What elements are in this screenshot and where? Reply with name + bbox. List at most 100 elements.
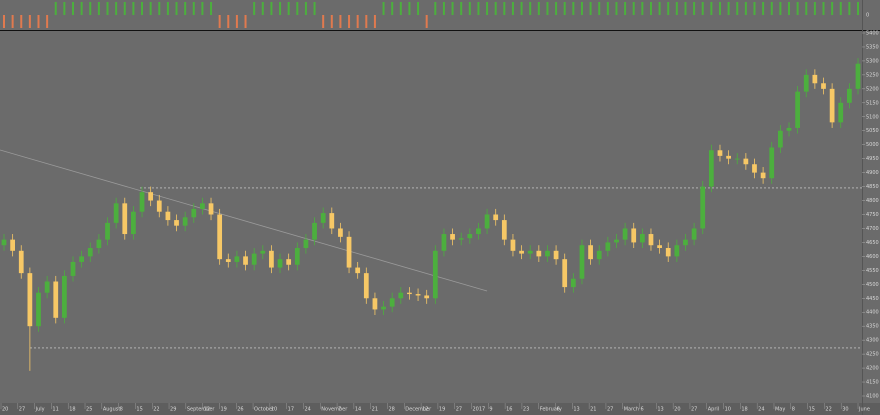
indicator-bar (365, 15, 368, 28)
y-tick-label: 4500 (866, 282, 879, 288)
candle-body (139, 192, 145, 212)
candle-body (769, 147, 775, 179)
x-tick-label: September (187, 407, 216, 413)
candle-body (838, 102, 844, 123)
indicator-bar (97, 2, 100, 15)
indicator-bar (615, 2, 618, 15)
indicator-bar (399, 2, 402, 15)
indicator-bar (822, 2, 825, 15)
indicator-bar (261, 2, 264, 15)
candle-body (588, 245, 593, 260)
y-tick-label: 5200 (866, 86, 879, 92)
indicator-bar (736, 2, 739, 15)
indicator-bar (555, 2, 558, 15)
candle-body (18, 250, 24, 274)
indicator-bar (796, 2, 799, 15)
candle-body (303, 239, 309, 249)
candle-body (398, 292, 404, 299)
candle-body (829, 88, 835, 123)
candle-body (389, 298, 395, 307)
indicator-bar (184, 2, 187, 15)
indicator-bar (322, 15, 325, 28)
x-tick-label: March (624, 407, 639, 413)
indicator-bar (451, 2, 454, 15)
indicator-bar (632, 2, 635, 15)
candle-body (458, 238, 464, 240)
candle-body (363, 273, 369, 299)
candle-body (484, 214, 490, 229)
candle-body (510, 239, 516, 251)
candle-body (691, 228, 697, 240)
candle-body (312, 222, 317, 240)
y-tick-label: 4250 (866, 352, 879, 358)
indicator-bar (813, 2, 816, 15)
indicator-bar (330, 15, 333, 28)
candle-body (527, 250, 533, 254)
y-tick-label: 4300 (866, 338, 879, 344)
candle-body (777, 130, 783, 148)
candle-body (96, 239, 102, 249)
x-tick-label: 27 (19, 407, 25, 413)
y-tick-label: 4200 (866, 366, 879, 372)
indicator-bar (442, 2, 445, 15)
candle-body (476, 228, 481, 235)
candle-body (286, 259, 292, 265)
x-tick-label: 12 (422, 407, 428, 413)
candle-body (277, 259, 283, 268)
candle-body (605, 242, 611, 251)
candle-body (372, 298, 378, 310)
indicator-bar (580, 2, 583, 15)
indicator-bar (304, 2, 307, 15)
x-tick-label: April (708, 407, 719, 413)
candle-body (329, 213, 335, 229)
indicator-bar (244, 15, 247, 28)
indicator-bar (537, 2, 540, 15)
candle-body (87, 248, 93, 257)
y-tick-label: 4750 (866, 212, 879, 218)
x-tick-label: 9 (489, 407, 492, 413)
indicator-bar (624, 2, 627, 15)
candle-body (519, 250, 524, 254)
indicator-bar (710, 2, 713, 15)
y-tick-label: 5000 (866, 142, 879, 148)
indicator-bar (658, 2, 661, 15)
candle-body (648, 234, 654, 246)
y-tick-label: 5100 (866, 114, 879, 120)
x-tick-label: 19 (220, 407, 226, 413)
indicator-bar (46, 15, 49, 28)
y-tick-label: 4900 (866, 170, 879, 176)
candle-body (501, 220, 507, 240)
indicator-bar (175, 2, 178, 15)
indicator-bar (494, 2, 497, 15)
x-tick-label: 15 (136, 407, 142, 413)
y-tick-label: 5350 (866, 44, 879, 50)
x-tick-label: 27 (456, 407, 462, 413)
x-tick-label: 10 (271, 407, 277, 413)
indicator-bar (63, 2, 66, 15)
indicator-bar (210, 2, 213, 15)
y-tick-label: 4100 (866, 394, 879, 400)
trend-line (0, 149, 488, 292)
candle-body (821, 83, 826, 89)
x-tick-label: 8 (120, 407, 123, 413)
indicator-bar (417, 2, 420, 15)
indicator-bar (503, 2, 506, 15)
x-tick-label: December (405, 407, 432, 413)
candle-body (553, 250, 559, 260)
candle-body (622, 228, 628, 240)
indicator-bar (218, 15, 221, 28)
y-tick-label: 4600 (866, 254, 879, 260)
indicator-bar (192, 2, 195, 15)
indicator-bar (770, 2, 773, 15)
indicator-bar (839, 2, 842, 15)
indicator-bar (391, 2, 394, 15)
y-tick-label: 4550 (866, 268, 879, 274)
candle-body (596, 250, 602, 260)
candle-body (407, 292, 412, 295)
y-tick-label: 4350 (866, 324, 879, 330)
indicator-bar (373, 15, 376, 28)
candle-body (631, 228, 637, 243)
indicator-bar (270, 2, 273, 15)
indicator-bar (460, 2, 463, 15)
indicator-bar (37, 15, 40, 28)
